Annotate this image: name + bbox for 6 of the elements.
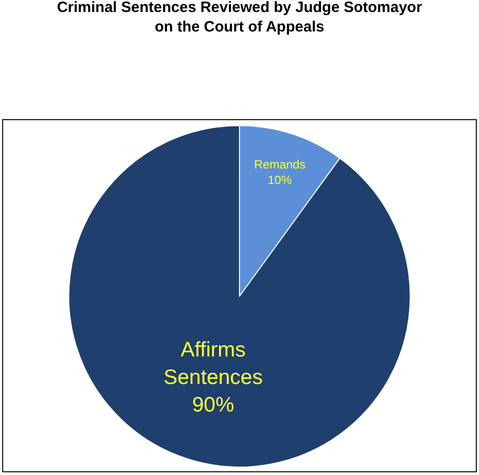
slice-label: Remands	[254, 157, 306, 172]
slice-label: Affirms Sentences	[164, 338, 263, 389]
data-label: 10%	[268, 173, 292, 188]
chart-title: Criminal Sentences Reviewed by Judge Sotomayor on the Court of Appeals	[56, 0, 422, 36]
pie-slice	[68, 125, 411, 468]
data-label: 90%	[192, 393, 234, 416]
